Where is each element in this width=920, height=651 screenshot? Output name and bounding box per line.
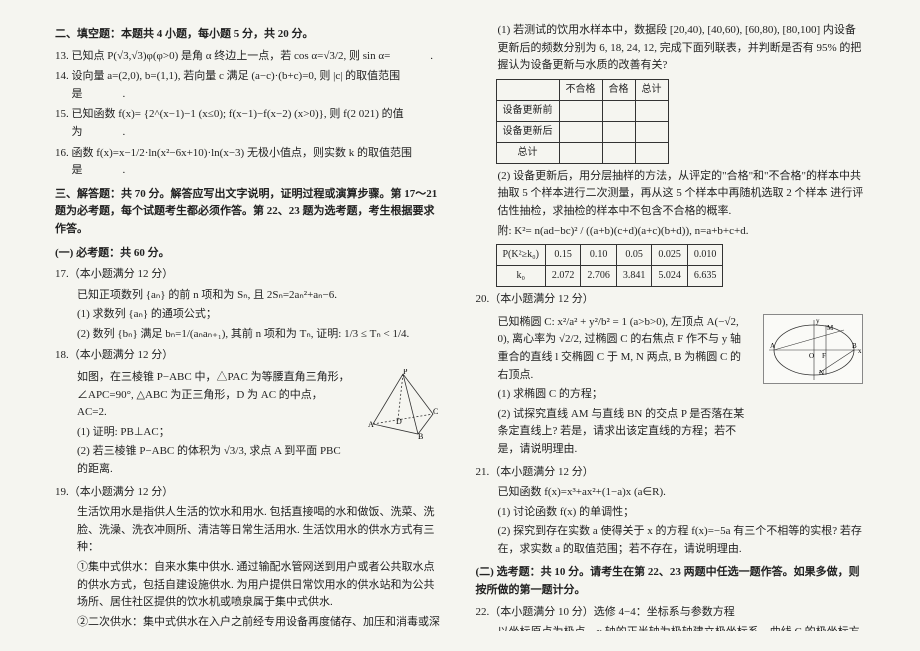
sub-title: (一) 必考题：共 60 分。 bbox=[55, 245, 445, 263]
table-row: k₀ 2.072 2.706 3.841 5.024 6.635 bbox=[496, 266, 723, 287]
q18: 18.（本小题满分 12 分） bbox=[55, 347, 445, 365]
q21-2: (2) 探究到存在实数 a 使得关于 x 的方程 f(x)=−5a 有三个不相等… bbox=[476, 523, 866, 558]
q18-body: 如图，在三棱锥 P−ABC 中，△PAC 为等腰直角三角形，∠APC=90°, … bbox=[55, 369, 351, 422]
q17: 17.（本小题满分 12 分） bbox=[55, 266, 445, 284]
svg-text:D: D bbox=[396, 417, 402, 426]
q16: 16. 函数 f(x)=x−1/2·ln(x²−6x+10)·ln(x−3) 无… bbox=[55, 145, 445, 180]
q18-1: (1) 证明: PB⊥AC； bbox=[55, 424, 351, 442]
blank bbox=[83, 88, 123, 100]
q17-2: (2) 数列 {bₙ} 满足 bₙ=1/(aₙaₙ₊₁), 其前 n 项和为 T… bbox=[55, 326, 445, 344]
section2-title: 二、填空题：本题共 4 小题，每小题 5 分，共 20 分。 bbox=[55, 26, 445, 44]
q19-m1: ①集中式供水：自来水集中供水. 通过输配水管网送到用户或者公共取水点的供水方式，… bbox=[55, 559, 445, 612]
q19-cont: (1) 若测试的饮用水样本中，数据段 [20,40), [40,60), [60… bbox=[476, 22, 866, 75]
q20-1: (1) 求椭圆 C 的方程； bbox=[476, 386, 752, 404]
q19-m2: ②二次供水：集中式供水在入户之前经专用设备再度储存、加压和消毒或深度处理，通过管… bbox=[55, 614, 445, 631]
svg-text:B: B bbox=[852, 342, 857, 350]
q21: 21.（本小题满分 12 分） bbox=[476, 464, 866, 482]
page-left: 二、填空题：本题共 4 小题，每小题 5 分，共 20 分。 13. 已知点 P… bbox=[40, 20, 460, 631]
svg-text:M: M bbox=[827, 324, 834, 332]
blank bbox=[390, 50, 430, 62]
pyramid-figure: P A B C D bbox=[363, 369, 443, 439]
svg-text:C: C bbox=[433, 407, 438, 416]
q14: 14. 设向量 a=(2,0), b=(1,1), 若向量 c 满足 (a−c)… bbox=[55, 68, 445, 103]
formula: 附: K²= n(ad−bc)² / ((a+b)(c+d)(a+c)(b+d)… bbox=[476, 223, 866, 241]
svg-text:B: B bbox=[418, 432, 423, 439]
q17-body: 已知正项数列 {aₙ} 的前 n 项和为 Sₙ, 且 2Sₙ=2aₙ²+aₙ−6… bbox=[55, 287, 445, 305]
section3-title: 三、解答题：共 70 分。解答应写出文字说明，证明过程或演算步骤。第 17～21… bbox=[55, 186, 445, 239]
svg-text:F: F bbox=[822, 352, 826, 360]
svg-text:y: y bbox=[816, 317, 820, 325]
svg-text:x: x bbox=[858, 347, 862, 355]
svg-text:A: A bbox=[368, 420, 374, 429]
section-sub2: (二) 选考题：共 10 分。请考生在第 22、23 两题中任选一题作答。如果多… bbox=[476, 564, 866, 599]
q18-2: (2) 若三棱锥 P−ABC 的体积为 √3/3, 求点 A 到平面 PBC 的… bbox=[55, 443, 351, 478]
ellipse-figure: y M A O F B x N bbox=[763, 314, 863, 384]
page-right: (1) 若测试的饮用水样本中，数据段 [20,40), [40,60), [60… bbox=[460, 20, 881, 631]
q22: 22.（本小题满分 10 分）选修 4−4：坐标系与参数方程 bbox=[476, 604, 866, 622]
q20-body: 已知椭圆 C: x²/a² + y²/b² = 1 (a>b>0), 左顶点 A… bbox=[476, 314, 752, 384]
q15: 15. 已知函数 f(x)= {2^(x−1)−1 (x≤0); f(x−1)−… bbox=[55, 106, 445, 141]
blank bbox=[83, 164, 123, 176]
svg-text:O: O bbox=[809, 352, 814, 360]
q20: 20.（本小题满分 12 分） bbox=[476, 291, 866, 309]
q21-body: 已知函数 f(x)=x³+ax²+(1−a)x (a∈R). bbox=[476, 484, 866, 502]
q19: 19.（本小题满分 12 分） bbox=[55, 484, 445, 502]
q19-2: (2) 设备更新后，用分层抽样的方法，从评定的"合格"和"不合格"的样本中共抽取… bbox=[476, 168, 866, 221]
svg-text:N: N bbox=[819, 369, 824, 377]
q19-body: 生活饮用水是指供人生活的饮水和用水. 包括直接喝的水和做饭、洗菜、洗脸、洗澡、洗… bbox=[55, 504, 445, 557]
q20-2: (2) 试探究直线 AM 与直线 BN 的交点 P 是否落在某条定直线上? 若是… bbox=[476, 406, 752, 459]
svg-text:P: P bbox=[403, 369, 408, 376]
table-row: P(K²≥k₀) 0.15 0.10 0.05 0.025 0.010 bbox=[496, 245, 723, 266]
table3: P(K²≥k₀) 0.15 0.10 0.05 0.025 0.010 k₀ 2… bbox=[496, 244, 724, 287]
blank bbox=[83, 126, 123, 138]
q13: 13. 已知点 P(√3,√3)φ(φ>0) 是角 α 终边上一点，若 cos … bbox=[55, 48, 445, 66]
q22-body: 以坐标原点为极点，x 轴的正半轴为极轴建立极坐标系，曲线 C 的极坐标方程为 ρ… bbox=[476, 624, 866, 631]
table2: 不合格 合格 总计 设备更新前 设备更新后 总计 bbox=[496, 79, 669, 164]
q17-1: (1) 求数列 {aₙ} 的通项公式； bbox=[55, 306, 445, 324]
svg-text:A: A bbox=[770, 342, 775, 350]
q21-1: (1) 讨论函数 f(x) 的单调性； bbox=[476, 504, 866, 522]
